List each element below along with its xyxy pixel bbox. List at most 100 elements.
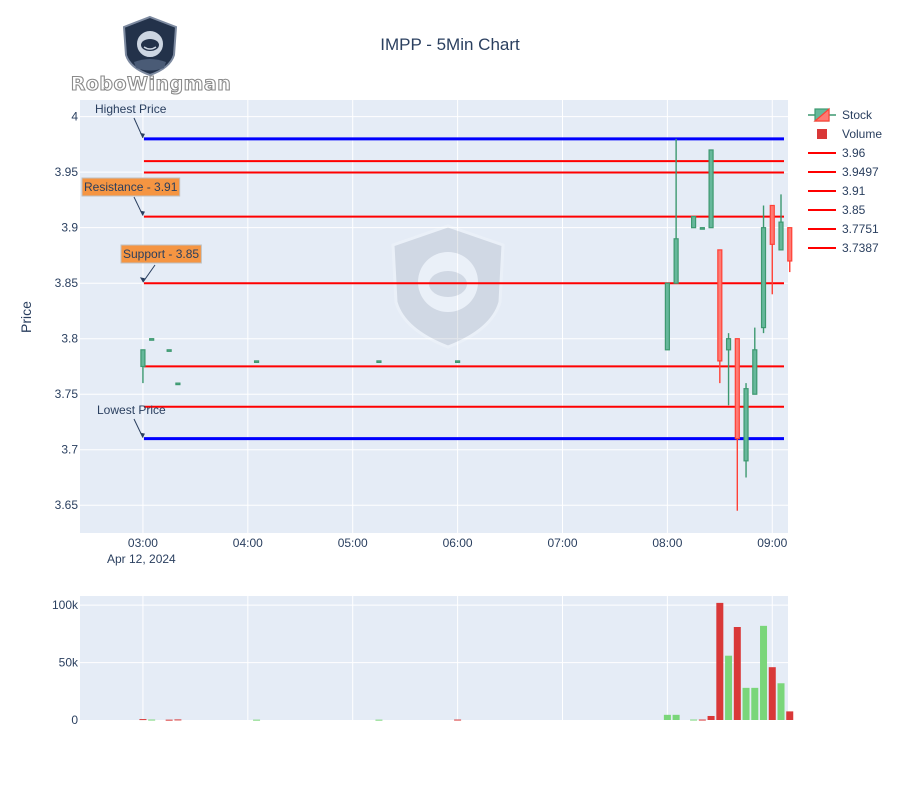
legend-label: 3.9497: [842, 165, 879, 179]
candle-up: [760, 205, 767, 334]
candle-up: [149, 338, 155, 341]
annotation-arrowhead: [139, 210, 145, 216]
robowingman-logo: RoboWingman: [70, 15, 232, 96]
price-y-tick: 3.9: [61, 221, 78, 235]
volume-plot-area: [80, 596, 788, 720]
price-x-tick-labels: 03:00 04:00 05:00 06:00 07:00 08:00 09:00: [128, 536, 788, 550]
price-x-tick: 07:00: [547, 536, 577, 550]
volume-bar-up: [760, 625, 768, 720]
price-x-tick: 04:00: [233, 536, 263, 550]
price-annotations: Highest Price Resistance - 3.91 Support - …: [81, 102, 202, 438]
legend-item: 3.7387: [808, 241, 879, 255]
legend-label: 3.7387: [842, 241, 879, 255]
annotation-text: Resistance - 3.91: [84, 180, 178, 194]
candle-up: [166, 349, 172, 352]
legend-label: 3.91: [842, 184, 866, 198]
volume-bar-up: [253, 719, 261, 721]
candle-body: [743, 388, 749, 462]
candle-up: [253, 360, 260, 364]
volume-bar-down: [716, 602, 724, 720]
price-x-tick: 03:00: [128, 536, 158, 550]
legend-item: Stock: [808, 107, 873, 122]
volume-bar-up: [672, 714, 680, 720]
price-x-tick: 08:00: [652, 536, 682, 550]
legend-label: 3.85: [842, 203, 866, 217]
legend-label: Stock: [842, 108, 873, 122]
candle-down: [717, 249, 723, 384]
candle-body: [149, 338, 155, 341]
candle-up: [175, 382, 181, 386]
candle-up: [708, 149, 714, 229]
candle-body: [175, 382, 181, 386]
candle-body: [717, 249, 723, 362]
volume-bar-up: [725, 655, 733, 720]
volume-y-tick: 100k: [52, 598, 79, 612]
annotation-arrow: [142, 264, 156, 283]
candle-up: [673, 138, 679, 284]
candle-body: [690, 215, 697, 229]
candle-body: [769, 204, 775, 245]
annotation-arrowhead: [139, 277, 145, 283]
candle-up: [725, 333, 732, 406]
price-y-tick: 3.95: [55, 165, 79, 179]
candle-body: [752, 349, 758, 395]
legend-item: 3.7751: [808, 222, 879, 236]
annotation-text: Support - 3.85: [123, 247, 199, 261]
volume-bar-down: [768, 667, 776, 720]
volume-y-tick: 0: [71, 713, 78, 727]
candle-up: [690, 215, 697, 229]
candle-up: [664, 282, 670, 351]
candle-body: [140, 349, 146, 368]
x-date-label: Apr 12, 2024: [107, 552, 176, 566]
annotation-arrowhead: [139, 432, 145, 438]
volume-y-tick: 50k: [59, 656, 79, 670]
candle-up: [743, 383, 749, 478]
candle-up: [376, 360, 382, 364]
legend-item: 3.96: [808, 146, 866, 160]
legend-label: 3.96: [842, 146, 866, 160]
legend-item: Volume: [817, 127, 882, 141]
legend-item: 3.91: [808, 184, 866, 198]
candle-body: [760, 227, 767, 329]
legend-volume-swatch: [817, 129, 827, 139]
candle-body: [253, 360, 260, 364]
volume-bar-up: [742, 687, 750, 720]
volume-bar-down: [707, 715, 715, 720]
price-y-tick: 3.7: [61, 443, 78, 457]
annotation-box: [81, 177, 181, 197]
price-y-tick-labels: 3.65 3.7 3.75 3.8 3.85 3.9 3.95 4: [55, 110, 79, 513]
legend-item: 3.85: [808, 203, 866, 217]
annotation-box: [120, 244, 202, 264]
volume-bar-down: [174, 719, 182, 721]
candle-body: [725, 338, 732, 351]
volume-bar-down: [733, 627, 741, 720]
annotation-text: Highest Price: [95, 102, 167, 116]
candle-body: [376, 360, 382, 364]
candle-body: [734, 338, 740, 440]
candle-body: [787, 227, 793, 262]
candle-down: [734, 338, 740, 511]
annotation: Highest Price: [95, 102, 167, 139]
annotation-text: Lowest Price: [97, 403, 166, 417]
volume-bar-down: [698, 719, 706, 721]
price-y-tick: 3.75: [55, 387, 79, 401]
price-y-tick: 3.85: [55, 276, 79, 290]
volume-bar-up: [777, 683, 785, 720]
candle-body: [708, 149, 714, 229]
candle-body: [664, 282, 670, 351]
watermark-shield-icon: [391, 224, 505, 349]
legend-label: Volume: [842, 127, 882, 141]
annotation: Resistance - 3.91: [81, 177, 181, 216]
chart-title: IMPP - 5Min Chart: [380, 35, 520, 54]
logo-wordmark: RoboWingman: [71, 73, 232, 95]
legend-label: 3.7751: [842, 222, 879, 236]
candle-body: [778, 221, 784, 251]
volume-series: [139, 602, 794, 721]
candlestick-series: [140, 138, 793, 511]
price-y-tick: 3.65: [55, 498, 79, 512]
volume-bar-down: [165, 719, 173, 721]
price-x-tick: 09:00: [757, 536, 787, 550]
legend-stock-swatch-down: [813, 107, 830, 122]
volume-bar-up: [690, 719, 698, 721]
